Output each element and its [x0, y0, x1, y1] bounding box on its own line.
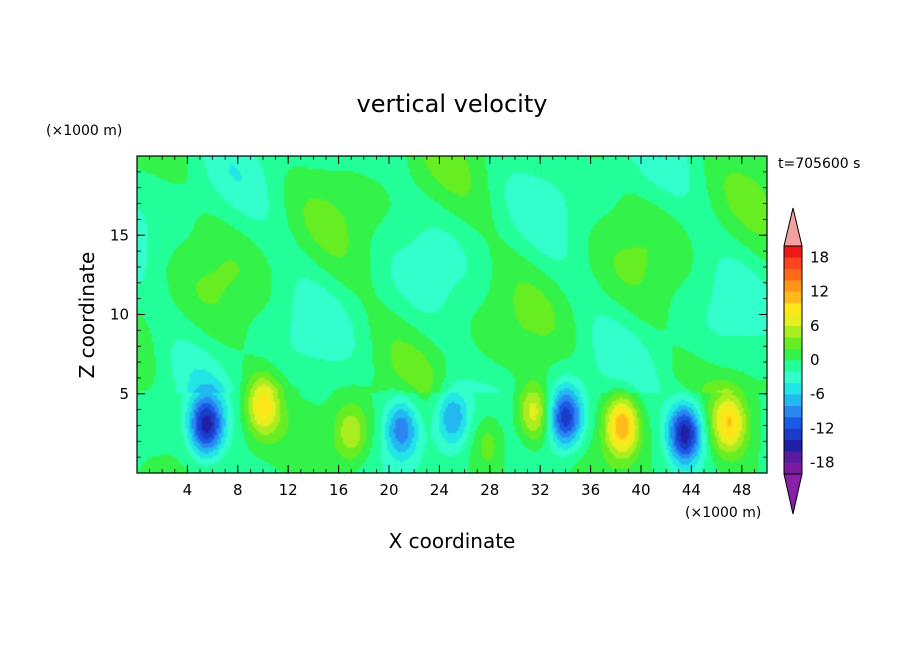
- y-axis-label: Z coordinate: [75, 252, 99, 379]
- colorbar-tick-label: 6: [810, 317, 820, 335]
- velocity-field: [137, 156, 767, 473]
- time-label: t=705600 s: [778, 156, 860, 172]
- x-tick-label: 32: [531, 481, 550, 499]
- colorbar-band: [784, 394, 802, 406]
- y-tick-label: 10: [110, 306, 129, 324]
- chart-title: vertical velocity: [357, 90, 548, 118]
- x-tick-label: 8: [233, 481, 243, 499]
- colorbar-band: [784, 417, 802, 429]
- colorbar-band: [784, 337, 802, 349]
- y-unit-label: (×1000 m): [46, 123, 122, 139]
- x-tick-label: 44: [682, 481, 701, 499]
- colorbar-band: [784, 405, 802, 418]
- x-tick-label: 20: [379, 481, 398, 499]
- colorbar-over-triangle: [783, 207, 803, 247]
- colorbar-band: [784, 428, 802, 441]
- colorbar-band: [784, 439, 802, 452]
- colorbar-band: [784, 303, 802, 315]
- colorbar-tick-label: 18: [810, 248, 829, 266]
- colorbar-band: [784, 291, 802, 304]
- x-tick-label: 40: [631, 481, 650, 499]
- colorbar-band: [784, 371, 802, 384]
- colorbar-tick-label: -18: [810, 454, 835, 472]
- colorbar-band: [784, 462, 802, 475]
- colorbar-band: [784, 314, 802, 327]
- x-tick-label: 4: [183, 481, 193, 499]
- y-tick-label: 15: [110, 226, 129, 244]
- x-tick-label: 36: [581, 481, 600, 499]
- colorbar-band: [784, 360, 802, 372]
- x-tick-label: 28: [480, 481, 499, 499]
- colorbar-tick-label: 12: [810, 283, 829, 301]
- y-ticks: 5 10 15: [110, 155, 767, 474]
- colorbar-band: [784, 325, 802, 338]
- x-unit-label: (×1000 m): [685, 505, 761, 521]
- colorbar-band: [784, 348, 802, 361]
- colorbar-band: [784, 451, 802, 463]
- colorbar-under-triangle: [783, 473, 803, 515]
- colorbar-tick-label: -6: [810, 385, 825, 403]
- x-tick-label: 24: [430, 481, 449, 499]
- x-axis-label: X coordinate: [389, 529, 516, 553]
- colorbar-frame: [783, 245, 803, 475]
- colorbar: 18 12 6 0 -6 -12 -18: [783, 207, 835, 515]
- colorbar-tick-label: 0: [810, 351, 820, 369]
- colorbar-band: [784, 268, 802, 281]
- colorbar-tick-label: -12: [810, 419, 835, 437]
- x-tick-label: 12: [279, 481, 298, 499]
- colorbar-band: [784, 280, 802, 292]
- colorbar-band: [784, 246, 802, 258]
- colorbar-band: [784, 257, 802, 270]
- x-tick-label: 48: [732, 481, 751, 499]
- x-tick-label: 16: [329, 481, 348, 499]
- colorbar-band: [784, 382, 802, 395]
- y-tick-label: 5: [119, 385, 129, 403]
- x-ticks: 4 8 12 16 20 24 28 32 36 40 44 48: [136, 156, 768, 499]
- plot-area: [137, 156, 767, 473]
